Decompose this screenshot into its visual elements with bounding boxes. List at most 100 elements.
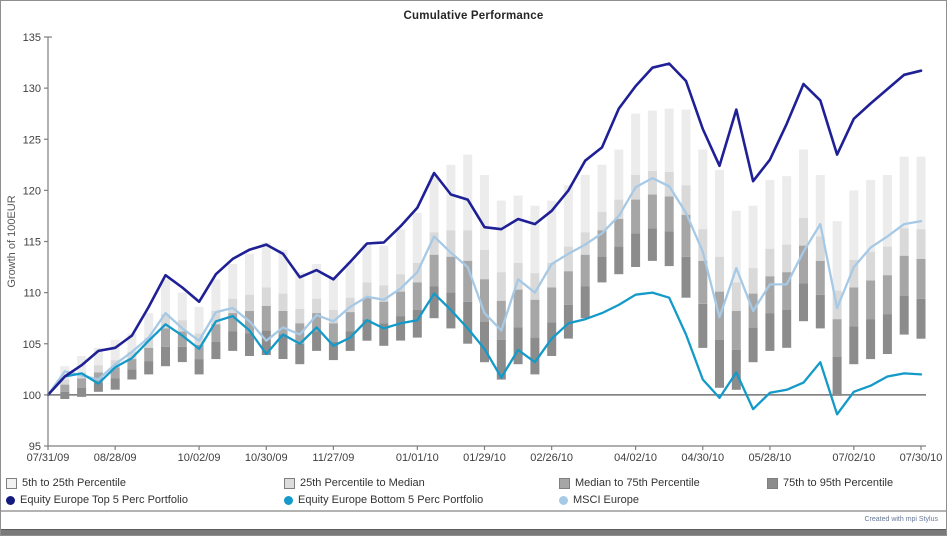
x-tick-label: 11/27/09: [312, 452, 354, 464]
percentile-band-segment: [312, 313, 322, 332]
footer-divider: [1, 510, 946, 512]
percentile-band-segment: [177, 292, 187, 321]
percentile-band-segment: [916, 298, 926, 339]
x-tick-label: 10/30/09: [245, 452, 288, 464]
percentile-band-segment: [328, 341, 338, 361]
percentile-band-segment: [60, 384, 70, 392]
percentile-band-segment: [379, 285, 389, 302]
percentile-band-segment: [832, 319, 842, 357]
percentile-band-segment: [899, 156, 909, 229]
percentile-band-segment: [614, 246, 624, 275]
percentile-band-segment: [513, 327, 523, 365]
percentile-band-segment: [664, 108, 674, 172]
percentile-band-segment: [144, 337, 154, 348]
percentile-band-segment: [815, 294, 825, 329]
percentile-band-segment: [77, 387, 87, 397]
percentile-band-segment: [782, 176, 792, 245]
percentile-band-segment: [647, 170, 657, 195]
percentile-band-segment: [547, 287, 557, 323]
percentile-band-segment: [899, 228, 909, 256]
percentile-band-segment: [412, 282, 422, 310]
legend-item: 75th to 95th Percentile: [767, 475, 893, 491]
percentile-band-segment: [211, 324, 221, 342]
percentile-band-segment: [278, 311, 288, 335]
percentile-band-segment: [681, 214, 691, 257]
percentile-band-segment: [563, 246, 573, 272]
percentile-band-segment: [731, 311, 741, 350]
legend-item-label: 75th to 95th Percentile: [783, 477, 894, 489]
percentile-band-segment: [631, 233, 641, 267]
percentile-band-segment: [110, 378, 120, 390]
percentile-band-segment: [849, 326, 859, 365]
series-line-msci-europe: [46, 176, 923, 397]
x-tick-label: 10/02/09: [178, 452, 221, 464]
percentile-band-segment: [580, 286, 590, 319]
legend-item-label: 25th Percentile to Median: [300, 477, 425, 489]
percentile-band-segment: [563, 304, 573, 339]
percentile-band-segment: [748, 268, 758, 294]
percentile-band-segment: [748, 327, 758, 363]
x-tick-label: 07/30/10: [900, 452, 943, 464]
legend-square-swatch-icon: [559, 477, 570, 489]
x-tick-label: 07/02/10: [832, 452, 875, 464]
percentile-band-segment: [647, 194, 657, 229]
legend-item-label: Equity Europe Bottom 5 Perc Portfolio: [298, 494, 484, 506]
percentile-band-segment: [362, 282, 372, 298]
percentile-band-segment: [832, 357, 842, 396]
y-tick-label: 125: [23, 134, 41, 146]
percentile-band-segment: [379, 323, 389, 346]
percentile-band-segment: [93, 347, 103, 366]
percentile-band-segment: [93, 372, 103, 383]
percentile-band-segment: [681, 185, 691, 215]
percentile-band-segment: [664, 172, 674, 197]
legend-item: Median to 75th Percentile: [559, 475, 700, 491]
y-tick-label: 110: [23, 288, 41, 300]
percentile-band-segment: [513, 195, 523, 263]
percentile-band-segment: [379, 301, 389, 324]
percentile-band-segment: [228, 313, 238, 332]
percentile-band-segment: [715, 256, 724, 292]
percentile-band-segment: [563, 271, 573, 305]
series-line-bottom5-portfolio: [46, 291, 923, 416]
percentile-band-segment: [832, 221, 842, 291]
percentile-band-segment: [631, 199, 641, 234]
legend-circle-marker-icon: [284, 495, 293, 505]
percentile-band-segment: [815, 236, 825, 261]
legend-square-swatch-icon: [767, 477, 778, 489]
percentile-band-segment: [547, 200, 557, 263]
percentile-band-segment: [177, 331, 187, 347]
percentile-band-segment: [60, 379, 70, 385]
percentile-band-segment: [631, 113, 641, 176]
legend-item: Equity Europe Bottom 5 Perc Portfolio: [284, 492, 483, 508]
y-tick-label: 105: [23, 339, 41, 351]
percentile-band-segment: [345, 331, 355, 351]
percentile-band-segment: [345, 312, 355, 332]
percentile-band-segment: [614, 149, 624, 200]
percentile-band-segment: [446, 230, 456, 257]
percentile-band-segment: [899, 295, 909, 335]
percentile-band-segment: [396, 316, 406, 341]
percentile-band-segment: [261, 287, 271, 306]
y-tick-label: 120: [23, 185, 41, 197]
percentile-band-segment: [144, 347, 154, 362]
percentile-band-segment: [597, 256, 607, 283]
percentile-band-segment: [799, 149, 808, 218]
percentile-band-segment: [261, 330, 271, 355]
percentile-band-segment: [866, 280, 876, 320]
percentile-band-segment: [362, 297, 372, 320]
y-tick-label: 115: [23, 237, 41, 249]
percentile-band-segment: [647, 110, 657, 171]
legend-item: 5th to 25th Percentile: [6, 475, 126, 491]
percentile-band-segment: [211, 341, 221, 360]
percentile-band-segment: [815, 175, 825, 237]
percentile-band-segment: [681, 256, 691, 298]
percentile-band-segment: [580, 254, 590, 287]
percentile-band-segment: [715, 339, 724, 388]
percentile-band-segment: [177, 346, 187, 363]
percentile-band-segment: [127, 359, 137, 370]
percentile-band-segment: [765, 248, 775, 277]
percentile-band-segment: [899, 255, 909, 296]
x-tick-label: 01/29/10: [463, 452, 506, 464]
y-tick-label: 100: [23, 390, 41, 402]
